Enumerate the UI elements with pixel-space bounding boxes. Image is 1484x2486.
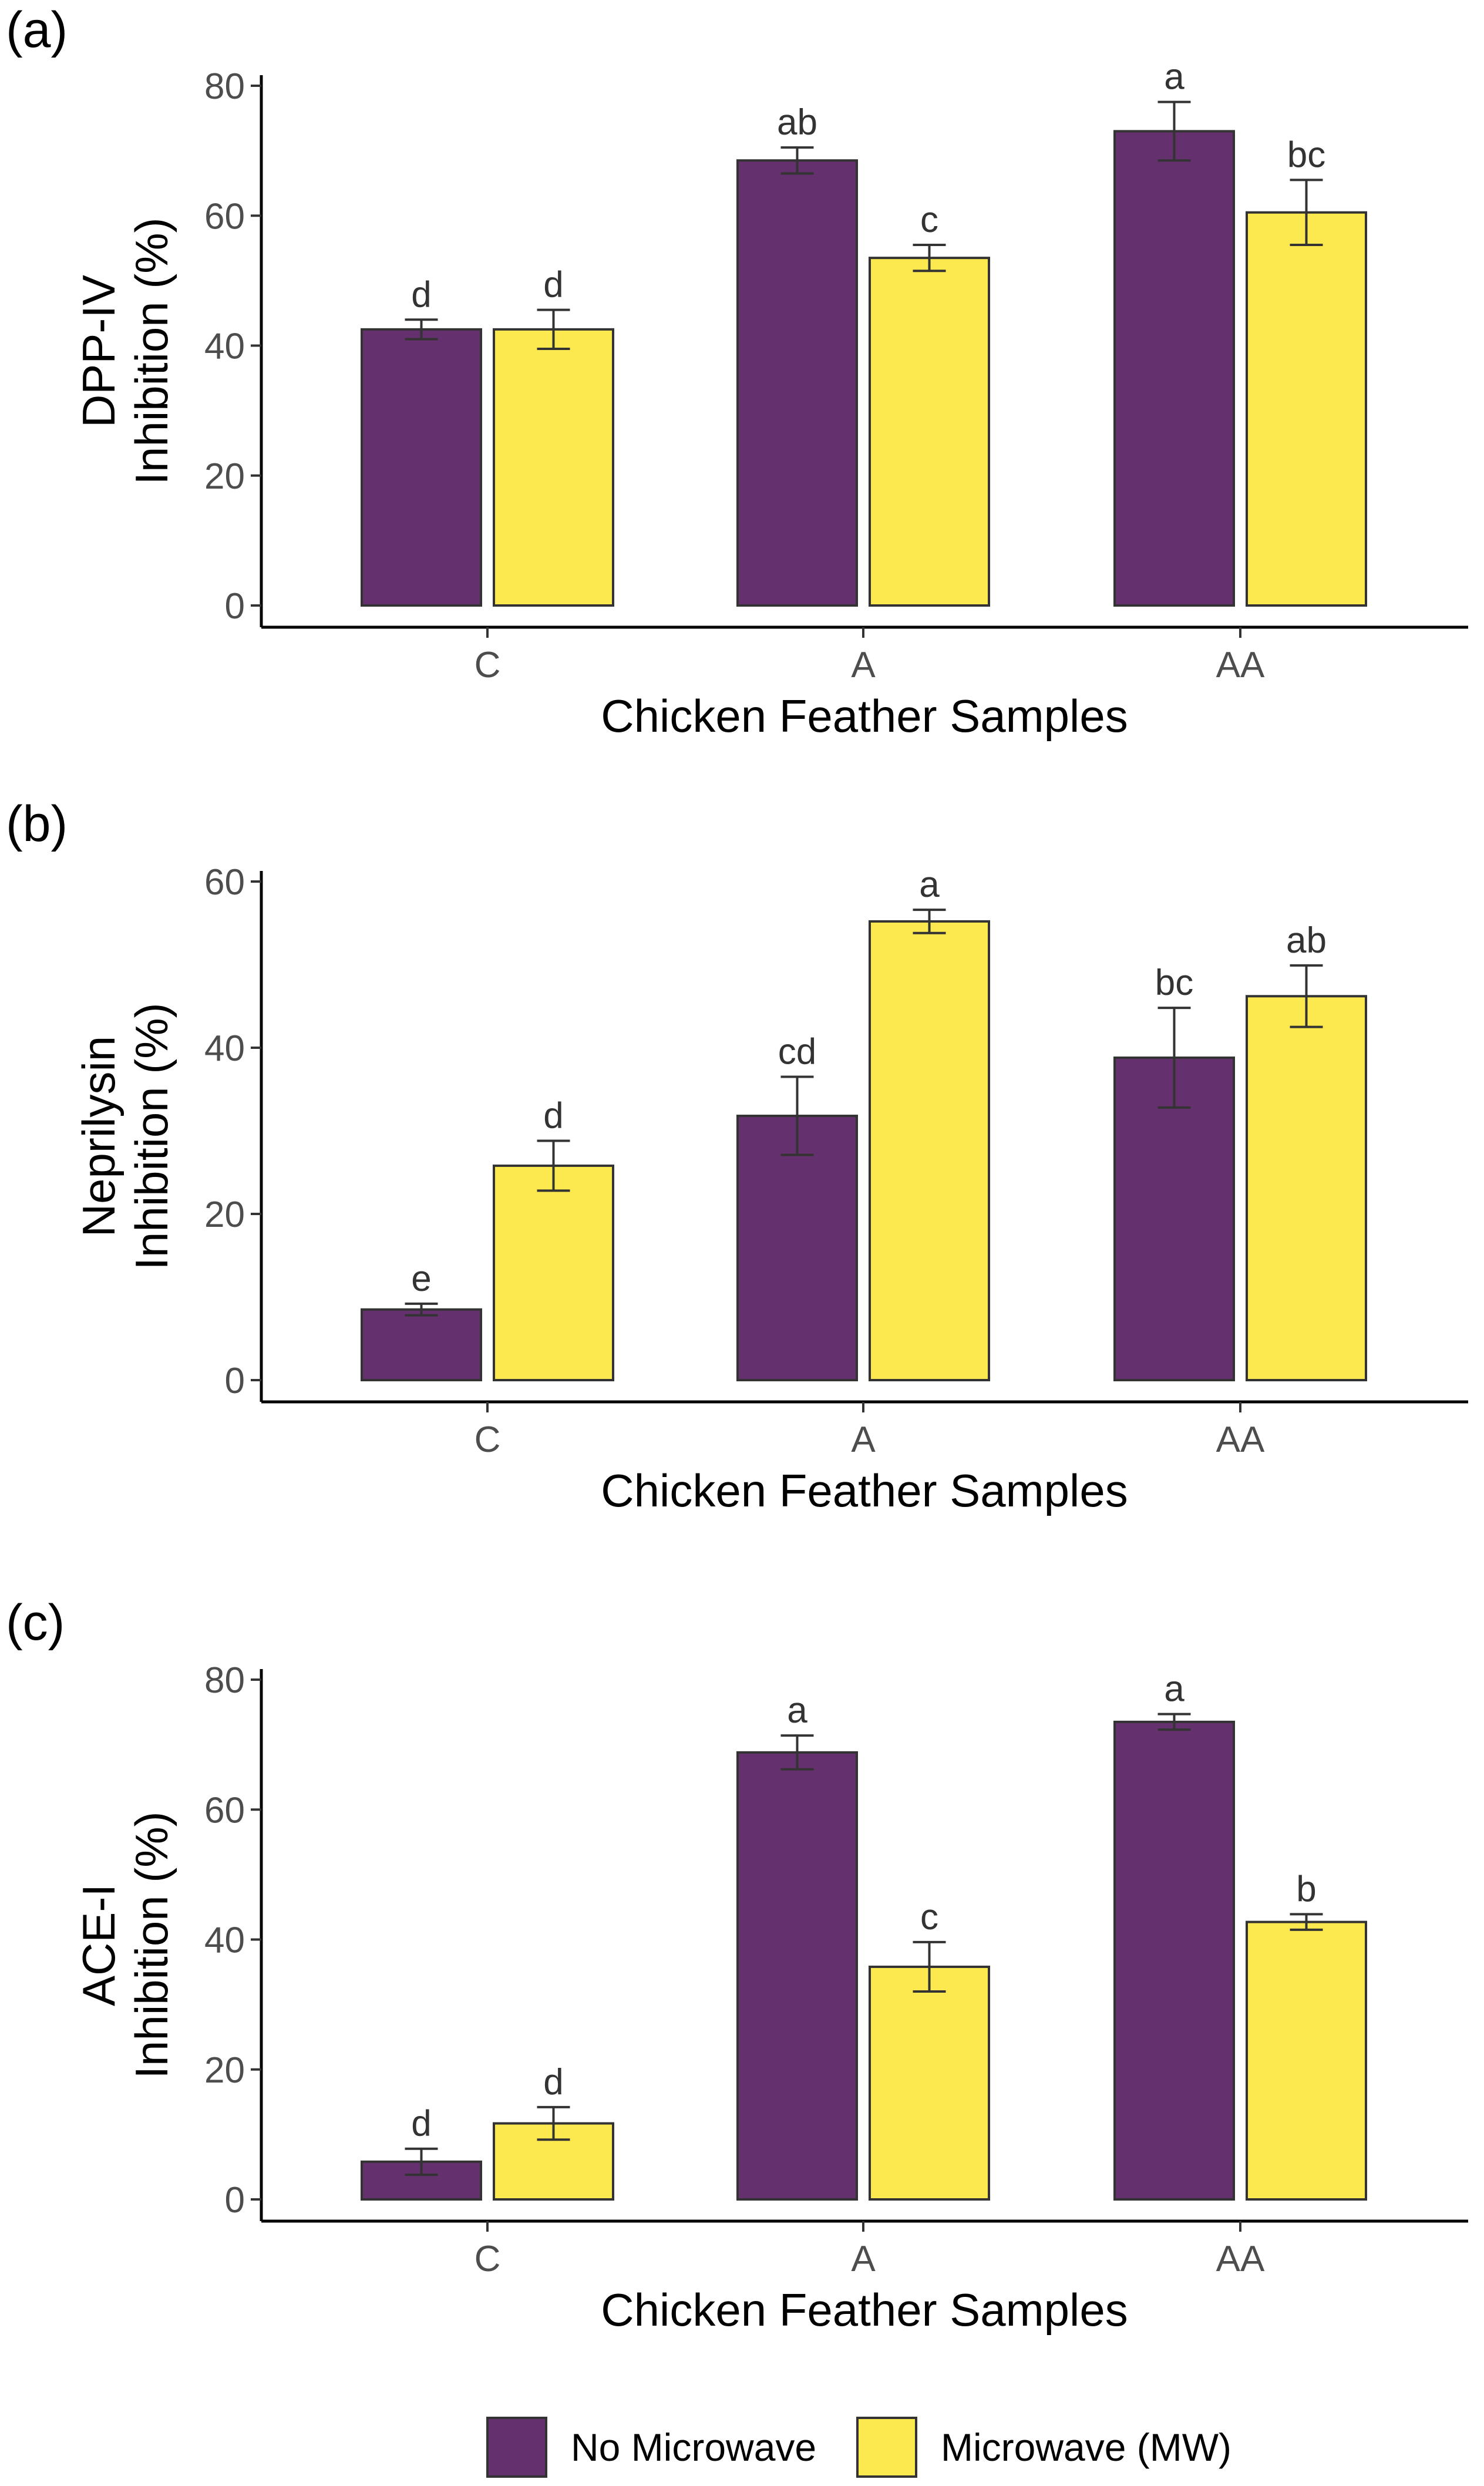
legend-swatch-microwave: [857, 2418, 916, 2477]
y-tick-label: 20: [204, 2050, 245, 2091]
panel-label: (a): [6, 2, 68, 58]
bar-no-microwave-c: [362, 329, 481, 605]
significance-letter: d: [543, 265, 563, 305]
bar-no-microwave-a: [738, 160, 857, 605]
bar-microwave-aa: [1247, 1922, 1366, 2199]
y-tick-label: 0: [225, 586, 245, 627]
bar-microwave-c: [494, 329, 613, 605]
panel-label: (b): [6, 796, 68, 852]
x-tick-label: C: [475, 645, 501, 685]
y-tick-label: 60: [204, 196, 245, 237]
significance-letter: e: [411, 1259, 431, 1299]
significance-letter: d: [543, 1095, 563, 1136]
bar-microwave-a: [870, 258, 989, 605]
significance-letter: b: [1296, 1869, 1316, 1909]
significance-letter: c: [920, 200, 938, 240]
bar-microwave-aa: [1247, 996, 1366, 1380]
significance-letter: bc: [1155, 963, 1193, 1003]
y-tick-label: 40: [204, 327, 245, 367]
x-tick-label: AA: [1216, 2239, 1265, 2279]
legend-label-microwave: Microwave (MW): [941, 2426, 1231, 2469]
x-tick-label: A: [851, 1419, 876, 1460]
panel-label: (c): [6, 1594, 65, 1651]
y-axis-title-line: Inhibition (%): [126, 1811, 177, 2078]
y-axis-title-line: Inhibition (%): [126, 1003, 177, 1270]
y-tick-label: 20: [204, 1195, 245, 1235]
y-axis-title-line: Inhibition (%): [126, 217, 177, 485]
bar-microwave-aa: [1247, 213, 1366, 605]
bar-microwave-a: [870, 921, 989, 1380]
bar-no-microwave-a: [738, 1752, 857, 2199]
significance-letter: bc: [1287, 134, 1325, 175]
bar-microwave-c: [494, 1166, 613, 1380]
x-axis-title: Chicken Feather Samples: [601, 2284, 1128, 2336]
legend-label-no-microwave: No Microwave: [571, 2426, 816, 2469]
bar-no-microwave-aa: [1115, 1722, 1234, 2199]
significance-letter: a: [787, 1690, 807, 1731]
x-tick-label: A: [851, 2239, 876, 2279]
figure: (a)020406080DPP-IV Inhibition (%)C A AAChic…: [0, 0, 1484, 2486]
x-tick-label: C: [475, 2239, 501, 2279]
y-tick-label: 80: [204, 1660, 245, 1701]
y-tick-label: 60: [204, 1790, 245, 1831]
significance-letter: a: [1164, 57, 1184, 97]
significance-letter: d: [543, 2062, 563, 2102]
x-tick-label: AA: [1216, 645, 1265, 685]
y-axis-title-line: DPP-IV: [73, 275, 124, 428]
y-tick-label: 0: [225, 1361, 245, 1401]
significance-letter: c: [920, 1897, 938, 1937]
significance-letter: ab: [777, 102, 817, 143]
legend: No Microwave Microwave (MW): [487, 2418, 1231, 2477]
bar-no-microwave-c: [362, 1310, 481, 1380]
significance-letter: cd: [778, 1032, 816, 1072]
x-tick-label: C: [475, 1419, 501, 1460]
significance-letter: ab: [1286, 920, 1327, 961]
legend-swatch-no-microwave: [487, 2418, 546, 2477]
bar-microwave-a: [870, 1967, 989, 2199]
y-axis-title-line: ACE-I: [73, 1884, 124, 2006]
x-tick-label: A: [851, 645, 876, 685]
y-tick-label: 80: [204, 66, 245, 107]
y-tick-label: 40: [204, 1920, 245, 1961]
x-tick-label: AA: [1216, 1419, 1265, 1460]
significance-letter: d: [411, 274, 431, 315]
y-axis-title-line: Neprilysin: [73, 1036, 124, 1237]
significance-letter: d: [411, 2104, 431, 2144]
significance-letter: a: [919, 864, 940, 905]
y-tick-label: 40: [204, 1028, 245, 1069]
x-axis-title: Chicken Feather Samples: [601, 1465, 1128, 1516]
y-tick-label: 0: [225, 2180, 245, 2221]
significance-letter: a: [1164, 1669, 1184, 1710]
x-axis-title: Chicken Feather Samples: [601, 690, 1128, 742]
y-tick-label: 60: [204, 862, 245, 903]
bar-no-microwave-aa: [1115, 131, 1234, 605]
y-tick-label: 20: [204, 456, 245, 497]
